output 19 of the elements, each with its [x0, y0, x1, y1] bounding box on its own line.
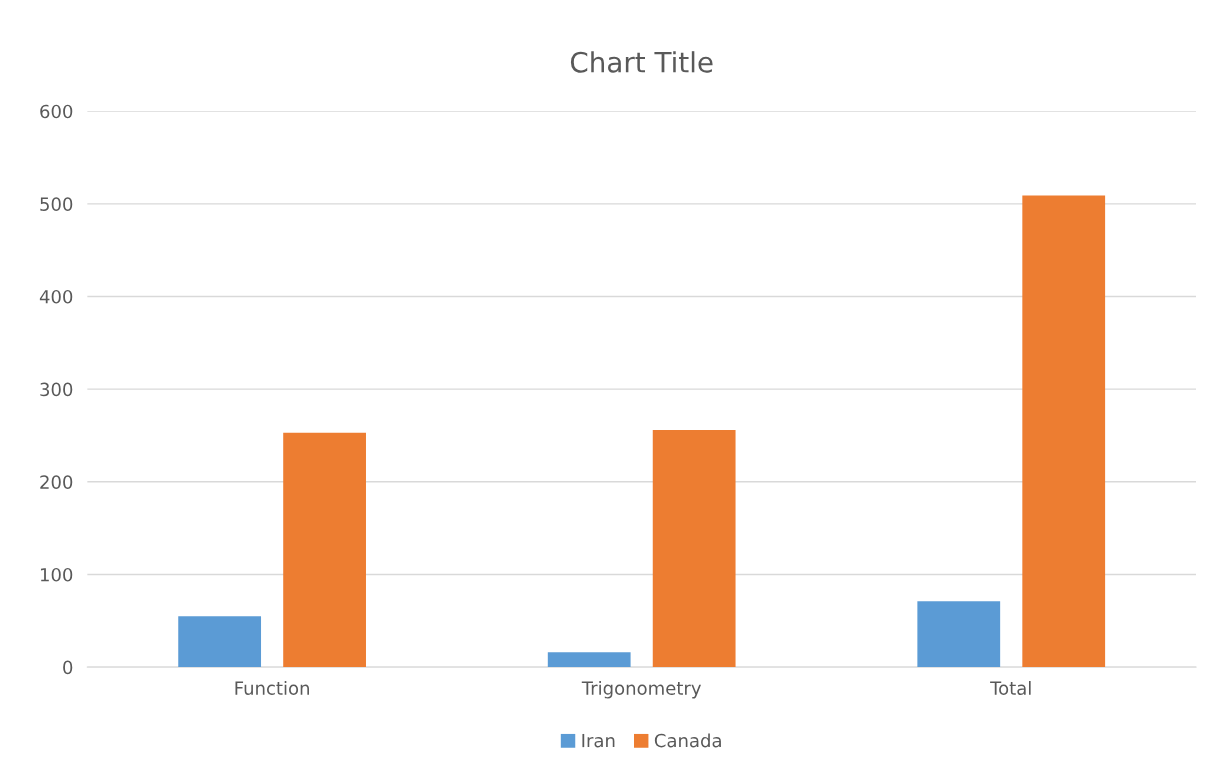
bar — [283, 432, 366, 668]
y-tick-label: 200 — [40, 475, 73, 489]
bar — [1022, 195, 1106, 668]
y-tick-label: 600 — [40, 104, 73, 119]
y-tick-label: 0 — [63, 660, 73, 675]
legend-label: Canada — [654, 733, 721, 748]
x-tick-label: Total — [990, 681, 1031, 695]
bar — [547, 652, 631, 668]
x-tick-label: Function — [235, 681, 309, 695]
bar — [652, 429, 736, 668]
x-tick-label: Trigonometry — [581, 681, 701, 699]
y-tick-label: 300 — [40, 382, 73, 397]
bar — [917, 601, 1001, 668]
chart-title: Chart Title — [570, 51, 713, 73]
y-tick-label: 100 — [40, 567, 73, 582]
y-tick-label: 400 — [39, 289, 73, 304]
bar — [178, 616, 262, 668]
legend-label: Iran — [582, 733, 615, 748]
y-tick-label: 500 — [40, 197, 73, 211]
